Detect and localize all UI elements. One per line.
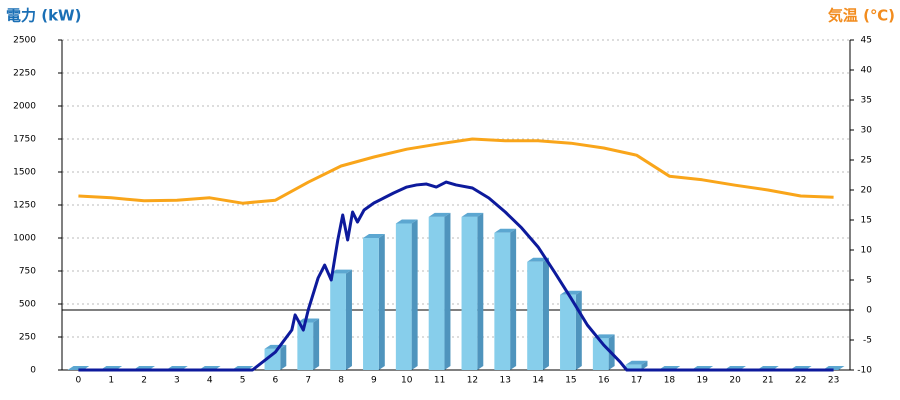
bar-top [330, 269, 352, 274]
x-tick-label: 16 [598, 376, 610, 386]
bar [560, 294, 576, 370]
bar [363, 238, 379, 370]
bar-top [494, 228, 517, 233]
x-tick-label: 2 [141, 376, 147, 386]
bar [395, 223, 412, 370]
x-tick-label: 0 [76, 376, 82, 386]
x-tick-label: 20 [729, 376, 741, 386]
y2-tick-label: 30 [861, 126, 873, 136]
line [78, 137, 834, 205]
x-tick-label: 18 [664, 376, 676, 386]
bar [330, 273, 346, 370]
x-tick-label: 1 [108, 376, 114, 386]
x-tick-label: 6 [273, 376, 279, 386]
bar-side [542, 257, 549, 370]
y-tick-label: 1250 [13, 201, 36, 211]
y2-tick-label: 25 [861, 156, 872, 166]
x-tick-label: 22 [795, 376, 806, 386]
y-tick-label: 1500 [13, 168, 36, 178]
y2-tick-label: -10 [857, 366, 872, 376]
x-tick-label: 14 [532, 376, 544, 386]
bar-top [461, 212, 484, 217]
x-tick-label: 12 [467, 376, 478, 386]
y-tick-label: 750 [19, 267, 36, 277]
x-tick-label: 17 [631, 376, 642, 386]
y-tick-label: 0 [30, 366, 36, 376]
x-tick-label: 23 [828, 376, 839, 386]
bar [625, 364, 642, 370]
x-tick-label: 19 [697, 376, 709, 386]
y2-tick-label: 15 [861, 216, 872, 226]
y-tick-label: 2500 [13, 36, 36, 46]
bar-side [345, 269, 352, 370]
bar-top [527, 257, 549, 262]
y-tick-label: 500 [19, 300, 36, 310]
bar [494, 232, 511, 370]
bar-top [395, 219, 418, 224]
bar-top [625, 360, 648, 365]
x-tick-label: 8 [338, 376, 344, 386]
y2-tick-label: 35 [861, 96, 872, 106]
right-axis-title: 気温 (℃) [828, 7, 895, 25]
bar-side [510, 228, 517, 370]
y-tick-label: 1750 [13, 135, 36, 145]
bar [264, 348, 281, 370]
x-tick-label: 9 [371, 376, 377, 386]
y2-tick-label: 40 [861, 66, 873, 76]
x-tick-label: 7 [305, 376, 311, 386]
bar-top [297, 318, 320, 323]
bar-side [280, 344, 287, 370]
bar [297, 322, 314, 370]
y-tick-label: 250 [19, 333, 36, 343]
bar [461, 216, 478, 370]
bar-side [575, 290, 582, 370]
left-axis-title: 電力 (kW) [6, 7, 81, 25]
bar-top [363, 234, 385, 238]
bar-top [428, 212, 451, 217]
y2-tick-label: 5 [866, 276, 872, 286]
y2-tick-label: 10 [861, 246, 873, 256]
x-tick-label: 10 [401, 376, 413, 386]
bar [527, 261, 543, 370]
x-tick-label: 15 [565, 376, 576, 386]
y-tick-label: 2250 [13, 69, 36, 79]
x-tick-label: 4 [207, 376, 213, 386]
x-tick-label: 21 [762, 376, 773, 386]
line [78, 180, 834, 372]
y2-tick-label: -5 [863, 336, 872, 346]
x-tick-label: 13 [500, 376, 511, 386]
bar-side [378, 234, 385, 370]
y2-tick-label: 45 [861, 36, 872, 46]
x-tick-label: 5 [240, 376, 246, 386]
y2-tick-label: 0 [866, 306, 872, 316]
x-tick-label: 3 [174, 376, 180, 386]
bar-side [477, 212, 484, 370]
bar-side [444, 212, 451, 370]
y-tick-label: 2000 [13, 102, 36, 112]
bar [428, 216, 445, 370]
bar-side [313, 318, 320, 370]
bar-side [641, 360, 648, 370]
x-tick-label: 11 [434, 376, 445, 386]
y2-tick-label: 20 [861, 186, 873, 196]
bar-side [411, 219, 418, 370]
y-tick-label: 1000 [13, 234, 36, 244]
